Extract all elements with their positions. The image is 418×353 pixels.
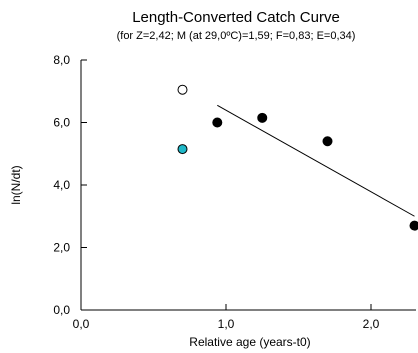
open-data-point	[177, 84, 188, 95]
data-points	[177, 84, 418, 231]
data-point	[322, 136, 333, 147]
x-tick-label: 0,0	[73, 317, 90, 331]
y-tick-label: 0,0	[53, 303, 70, 317]
data-point	[212, 117, 223, 128]
x-axis-ticks: 0,0 1,0 2,0	[73, 304, 380, 331]
chart-subtitle: (for Z=2,42; M (at 29,0ºC)=1,59; F=0,83;…	[117, 30, 356, 42]
data-point	[257, 112, 268, 123]
x-tick-label: 2,0	[363, 317, 380, 331]
data-point	[409, 220, 418, 231]
highlighted-data-point	[177, 144, 188, 155]
chart-title: Length-Converted Catch Curve	[132, 9, 340, 26]
y-tick-label: 4,0	[53, 178, 70, 192]
x-axis-label: Relative age (years-t0)	[189, 335, 310, 349]
regression-line-group	[217, 104, 415, 217]
x-tick-label: 1,0	[218, 317, 235, 331]
y-tick-label: 8,0	[53, 53, 70, 67]
y-axis-ticks: 0,0 2,0 4,0 6,0 8,0	[53, 53, 87, 317]
y-axis-label: ln(N/dt)	[9, 165, 23, 204]
y-tick-label: 2,0	[53, 241, 70, 255]
y-tick-label: 6,0	[53, 116, 70, 130]
regression-line	[217, 104, 415, 217]
